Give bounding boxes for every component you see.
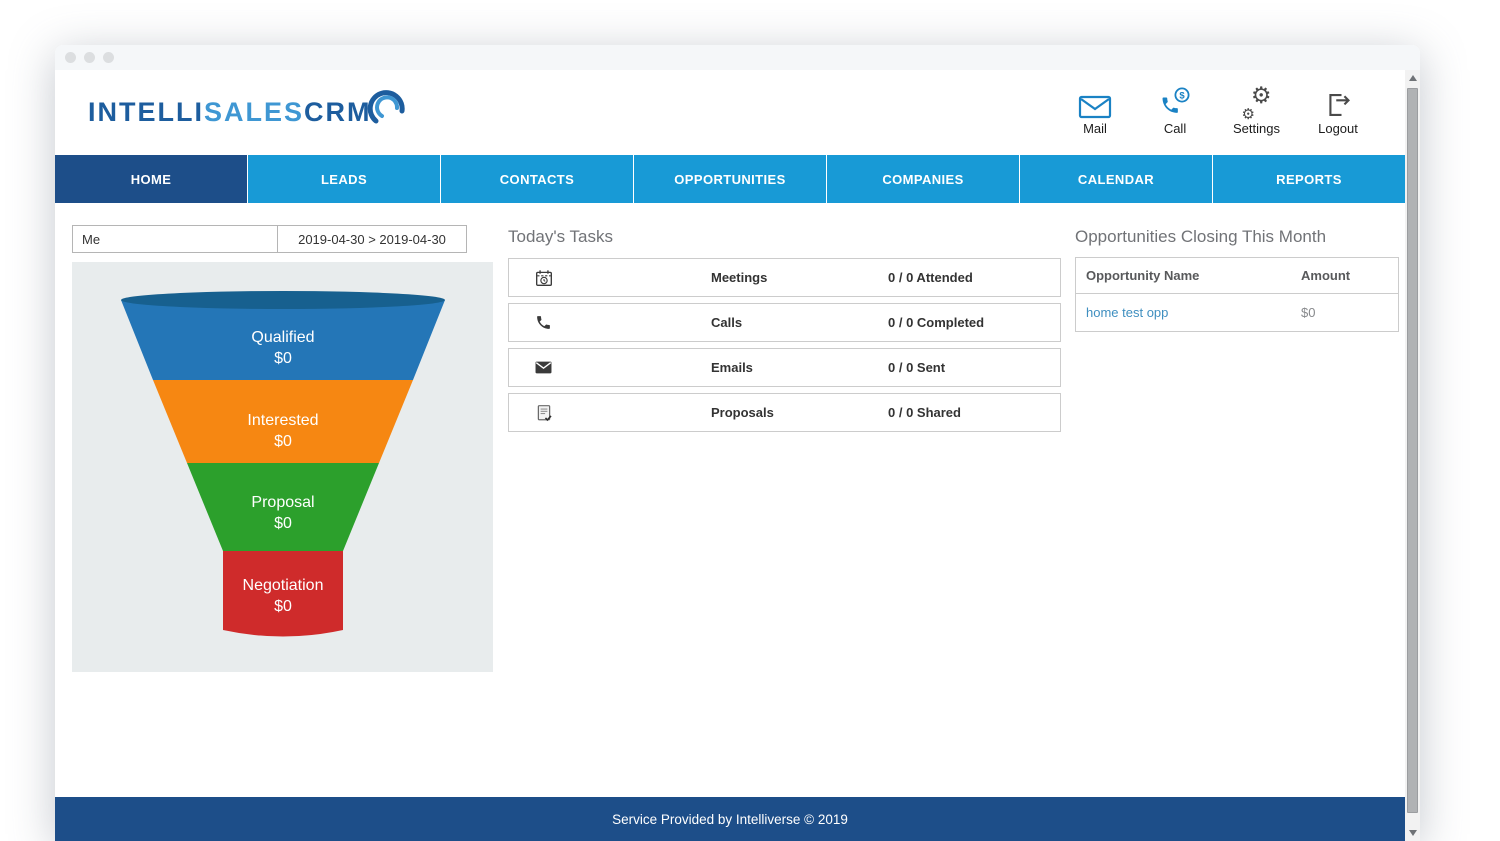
funnel-label-interested: Interested bbox=[247, 412, 318, 429]
dashboard-content: Qualified $0 Interested $0 Proposal $0 N… bbox=[55, 203, 1405, 797]
calendar-icon bbox=[535, 269, 711, 287]
opportunities-section: Opportunities Closing This Month Opportu… bbox=[1075, 227, 1399, 332]
scrollbar-thumb[interactable] bbox=[1407, 88, 1418, 813]
browser-window: INTELLISALESCRM bbox=[55, 45, 1420, 841]
task-row-proposals[interactable]: Proposals 0 / 0 Shared bbox=[508, 393, 1061, 432]
funnel-value-negotiation: $0 bbox=[274, 598, 292, 615]
funnel-filters bbox=[72, 225, 467, 253]
funnel-stage-qualified[interactable] bbox=[121, 300, 445, 380]
todays-tasks-section: Today's Tasks bbox=[508, 227, 1061, 438]
task-status: 0 / 0 Shared bbox=[888, 405, 961, 420]
owner-filter-input[interactable] bbox=[72, 225, 278, 253]
window-titlebar bbox=[55, 45, 1420, 70]
arrow-down-icon bbox=[1408, 830, 1417, 836]
nav-tab-calendar[interactable]: CALENDAR bbox=[1020, 155, 1213, 203]
opportunities-table: Opportunity Name Amount home test opp $0 bbox=[1075, 257, 1399, 332]
app-header: INTELLISALESCRM bbox=[55, 70, 1405, 155]
settings-icon: ⚙ ⚙ bbox=[1241, 83, 1272, 123]
mail-label: Mail bbox=[1083, 121, 1107, 136]
task-row-meetings[interactable]: Meetings 0 / 0 Attended bbox=[508, 258, 1061, 297]
nav-tab-opportunities[interactable]: OPPORTUNITIES bbox=[634, 155, 827, 203]
logo-text-crm: CRM bbox=[304, 97, 372, 127]
funnel-label-negotiation: Negotiation bbox=[243, 577, 324, 594]
vertical-scrollbar[interactable] bbox=[1405, 70, 1420, 841]
funnel-label-qualified: Qualified bbox=[251, 329, 314, 346]
column-amount: Amount bbox=[1301, 268, 1351, 283]
traffic-light-dot bbox=[65, 52, 76, 63]
header-actions: Mail $ Call bbox=[1073, 83, 1360, 136]
date-range-input[interactable] bbox=[277, 225, 467, 253]
logout-button[interactable]: Logout bbox=[1316, 89, 1360, 136]
funnel-stage-proposal[interactable] bbox=[187, 463, 379, 551]
task-label: Calls bbox=[711, 315, 743, 330]
opportunities-section-title: Opportunities Closing This Month bbox=[1075, 227, 1327, 246]
funnel-value-interested: $0 bbox=[274, 433, 292, 450]
nav-tab-contacts[interactable]: CONTACTS bbox=[441, 155, 634, 203]
call-label: Call bbox=[1163, 121, 1187, 136]
logo-text-sales: SALES bbox=[204, 97, 305, 127]
settings-button[interactable]: ⚙ ⚙ Settings bbox=[1233, 83, 1280, 136]
nav-tab-reports[interactable]: REPORTS bbox=[1213, 155, 1405, 203]
logo-swoosh-icon bbox=[367, 89, 405, 123]
funnel-stage-interested[interactable] bbox=[153, 380, 413, 463]
app-logo[interactable]: INTELLISALESCRM bbox=[88, 89, 406, 128]
nav-tab-home[interactable]: HOME bbox=[55, 155, 248, 203]
task-row-emails[interactable]: Emails 0 / 0 Sent bbox=[508, 348, 1061, 387]
task-label: Emails bbox=[711, 360, 753, 375]
call-button[interactable]: $ Call bbox=[1153, 87, 1197, 136]
mail-icon bbox=[1078, 89, 1112, 119]
envelope-icon bbox=[535, 361, 711, 374]
nav-tab-leads[interactable]: LEADS bbox=[248, 155, 441, 203]
opportunities-table-header: Opportunity Name Amount bbox=[1076, 258, 1398, 294]
app-footer: Service Provided by Intelliverse © 2019 bbox=[55, 797, 1405, 841]
logo-text-intelli: INTELLI bbox=[88, 97, 204, 127]
sales-funnel-chart: Qualified $0 Interested $0 Proposal $0 N… bbox=[72, 262, 493, 672]
proposal-icon bbox=[535, 404, 711, 422]
funnel-top-rim bbox=[121, 291, 445, 309]
call-icon: $ bbox=[1158, 87, 1192, 119]
nav-tab-companies[interactable]: COMPANIES bbox=[827, 155, 1020, 203]
logout-label: Logout bbox=[1318, 121, 1358, 136]
task-status: 0 / 0 Sent bbox=[888, 360, 946, 375]
main-nav: HOME LEADS CONTACTS OPPORTUNITIES COMPAN… bbox=[55, 155, 1405, 203]
funnel-stage-negotiation[interactable] bbox=[223, 551, 343, 637]
settings-label: Settings bbox=[1233, 121, 1280, 136]
task-label: Proposals bbox=[711, 405, 774, 420]
opportunity-row: home test opp $0 bbox=[1076, 294, 1398, 331]
crm-app: INTELLISALESCRM bbox=[55, 70, 1420, 841]
traffic-light-dot bbox=[103, 52, 114, 63]
traffic-light-dot bbox=[84, 52, 95, 63]
funnel-label-proposal: Proposal bbox=[251, 494, 314, 511]
task-status: 0 / 0 Completed bbox=[888, 315, 985, 330]
phone-icon bbox=[535, 314, 711, 331]
funnel-value-qualified: $0 bbox=[274, 350, 292, 367]
mail-button[interactable]: Mail bbox=[1073, 89, 1117, 136]
logout-icon bbox=[1324, 89, 1352, 119]
svg-text:$: $ bbox=[1179, 90, 1185, 101]
arrow-up-icon bbox=[1408, 75, 1417, 81]
footer-text: Service Provided by Intelliverse © 2019 bbox=[612, 811, 848, 827]
funnel-value-proposal: $0 bbox=[274, 515, 292, 532]
task-row-calls[interactable]: Calls 0 / 0 Completed bbox=[508, 303, 1061, 342]
opportunity-amount: $0 bbox=[1301, 305, 1316, 320]
opportunity-name-link[interactable]: home test opp bbox=[1086, 305, 1169, 320]
scrollbar-down-button[interactable] bbox=[1405, 825, 1420, 841]
task-status: 0 / 0 Attended bbox=[888, 270, 973, 285]
tasks-section-title: Today's Tasks bbox=[508, 227, 613, 246]
column-opportunity-name: Opportunity Name bbox=[1086, 268, 1200, 283]
scrollbar-up-button[interactable] bbox=[1405, 70, 1420, 86]
task-label: Meetings bbox=[711, 270, 768, 285]
